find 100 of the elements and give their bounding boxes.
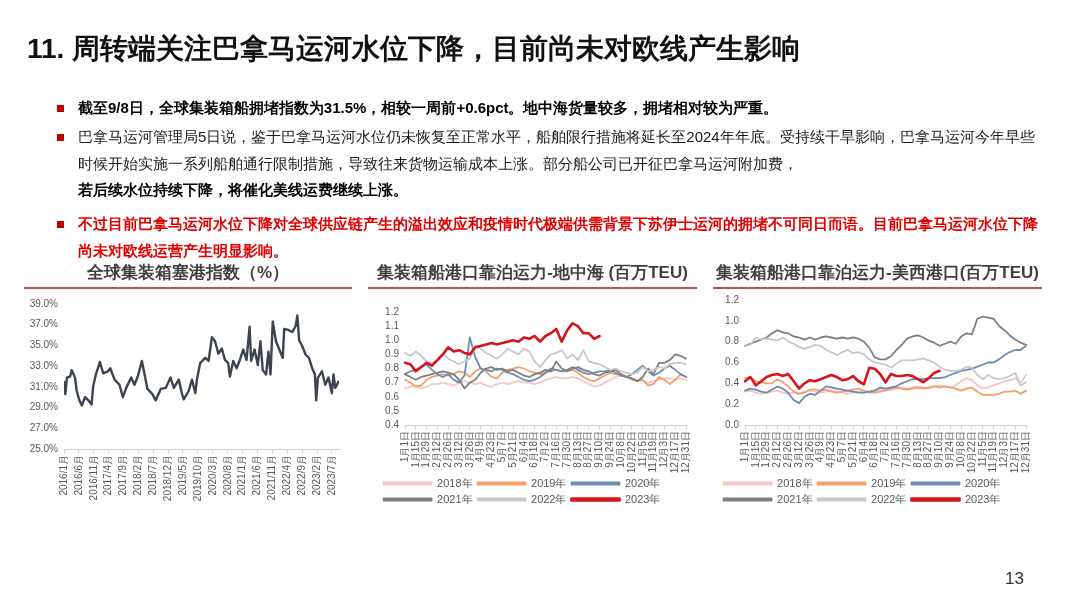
y-tick-label: 39.0%: [29, 297, 59, 309]
x-tick-label: 8月27日: [922, 431, 934, 468]
x-tick-label: 3月12日: [792, 431, 804, 468]
x-tick-label: 7月16日: [890, 431, 902, 468]
x-tick-label: 2023/7月: [325, 455, 337, 496]
x-tick-label: 7月16日: [550, 431, 562, 468]
x-tick-label: 1月29日: [420, 431, 432, 468]
x-tick-label: 2021/6月: [251, 455, 263, 496]
x-tick-label: 2月12日: [431, 431, 443, 468]
x-tick-label: 5月21日: [506, 431, 518, 468]
chart-title: 全球集装箱塞港指数（%）: [85, 262, 291, 284]
x-tick-label: 12月3日: [998, 431, 1010, 468]
y-tick-label: 25.0%: [29, 442, 59, 454]
y-tick-label: 1.0: [725, 314, 740, 326]
x-tick-label: 10月8日: [614, 431, 626, 468]
y-tick-label: 0.0: [725, 418, 740, 430]
y-tick-label: 0.6: [385, 390, 400, 402]
legend-label: 2020年: [964, 476, 1001, 489]
x-tick-label: 6月4日: [857, 431, 869, 463]
x-tick-label: 12月31日: [1019, 431, 1031, 474]
text: 11. 周转端关注巴拿马运河水位下降，目前尚未对欧线产生影响: [27, 32, 801, 66]
x-tick-label: 2023/2月: [310, 455, 322, 496]
x-tick-label: 8月13日: [911, 431, 923, 468]
x-tick-label: 2021/1月: [236, 455, 248, 496]
x-tick-label: 4月23日: [485, 431, 497, 468]
x-tick-label: 2018/7月: [146, 455, 158, 496]
x-tick-label: 1月29日: [760, 431, 772, 468]
x-tick-label: 1月1日: [738, 431, 750, 463]
x-tick-label: 12月31日: [679, 431, 691, 474]
y-tick-label: 1.2: [385, 305, 400, 317]
x-tick-label: 2020/8月: [221, 455, 233, 496]
x-tick-label: 7月2日: [539, 431, 551, 463]
x-tick-label: 2017/4月: [102, 455, 114, 496]
x-tick-label: 2022/9月: [295, 455, 307, 496]
x-tick-label: 9月24日: [944, 431, 956, 468]
y-tick-label: 35.0%: [29, 339, 59, 351]
x-tick-label: 12月3日: [658, 431, 670, 468]
x-tick-label: 9月10日: [593, 431, 605, 468]
y-tick-label: 33.0%: [29, 359, 59, 371]
text: 截至9/8日，全球集装箱船拥堵指数为31.5%，相较一周前+0.6pct。地中海货量较多，拥堵相对较为严重。: [78, 98, 780, 118]
y-tick-label: 0.8: [385, 362, 400, 374]
x-tick-label: 6月18日: [528, 431, 540, 468]
x-tick-label: 6月18日: [868, 431, 880, 468]
y-tick-label: 0.5: [385, 404, 400, 416]
x-tick-label: 7月30日: [900, 431, 912, 468]
legend-label: 2018年: [777, 476, 813, 489]
y-tick-label: 0.7: [385, 376, 400, 388]
x-tick-label: 2018/12月: [161, 455, 173, 502]
x-tick-label: 7月30日: [560, 431, 572, 468]
x-tick-label: 11月5日: [636, 431, 648, 467]
x-tick-label: 2019/10月: [191, 455, 203, 502]
text: 巴拿马运河管理局5日说，鉴于巴拿马运河水位仍未恢复至正常水平，船舶限行措施将延长至2024年年底。受持续干旱影响，巴拿马运河今年早些时候开始实施一系列船舶通行限制措施，导致往来货物运输成本上涨。部分船公司已开征巴拿马运河附加费，: [78, 127, 1036, 174]
x-tick-label: 2019/5月: [176, 455, 188, 496]
y-tick-label: 0.2: [725, 397, 740, 409]
text: 不过目前巴拿马运河水位下降对全球供应链产生的溢出效应和疫情时代极端供需背景下苏伊士运河的拥堵不可同日而语。目前巴拿马运河水位下降尚未对欧线运营产生明显影响。: [78, 214, 1039, 261]
legend-label: 2018年: [437, 476, 473, 489]
y-tick-label: 29.0%: [29, 401, 59, 413]
y-tick-label: 1.0: [385, 334, 400, 345]
y-tick-label: 0.6: [725, 356, 740, 368]
legend-label: 2020年: [624, 476, 661, 489]
x-tick-label: 3月12日: [452, 431, 464, 468]
legend-label: 2019年: [871, 476, 907, 489]
y-tick-label: 0.4: [725, 377, 740, 389]
legend-label: 2022年: [531, 492, 567, 505]
y-tick-label: 0.9: [385, 348, 400, 360]
x-tick-label: 2月12日: [771, 431, 783, 468]
x-tick-label: 2021/11月: [266, 455, 278, 501]
x-tick-label: 4月23日: [825, 431, 837, 468]
x-tick-label: 5月7日: [836, 431, 848, 463]
y-tick-label: 1.2: [725, 293, 740, 305]
chart-title: 集装箱船港口靠泊运力-美西港口(百万TEU): [715, 262, 1040, 284]
x-tick-label: 10月8日: [954, 431, 966, 468]
x-tick-label: 11月19日: [647, 431, 659, 473]
legend-label: 2019年: [531, 476, 567, 489]
x-tick-label: 6月4日: [517, 431, 529, 463]
x-tick-label: 2016/11月: [87, 455, 99, 501]
x-tick-label: 12月17日: [668, 431, 680, 474]
x-tick-label: 2016/6月: [72, 455, 84, 496]
x-tick-label: 2月26日: [781, 431, 793, 468]
x-tick-label: 8月27日: [582, 431, 594, 468]
x-tick-label: 1月1日: [398, 431, 410, 463]
x-tick-label: 3月26日: [463, 431, 475, 468]
x-tick-label: 9月24日: [604, 431, 616, 468]
legend-label: 2022年: [871, 492, 907, 505]
y-tick-label: 0.8: [725, 335, 740, 347]
legend-label: 2023年: [624, 492, 661, 505]
y-tick-label: 27.0%: [29, 422, 59, 434]
x-tick-label: 9月10日: [933, 431, 945, 468]
x-tick-label: 2022/4月: [280, 455, 292, 496]
x-tick-label: 11月19日: [987, 431, 999, 473]
x-tick-label: 11月5日: [976, 431, 988, 467]
x-tick-label: 10月22日: [625, 431, 637, 474]
y-tick-label: 31.0%: [29, 380, 59, 392]
legend-label: 2023年: [964, 492, 1001, 505]
legend-label: 2021年: [777, 492, 813, 505]
text: 13: [1005, 568, 1024, 590]
x-tick-label: 7月2日: [879, 431, 891, 463]
x-tick-label: 8月13日: [571, 431, 583, 468]
x-tick-label: 3月26日: [803, 431, 815, 468]
x-tick-label: 2020/3月: [206, 455, 218, 496]
